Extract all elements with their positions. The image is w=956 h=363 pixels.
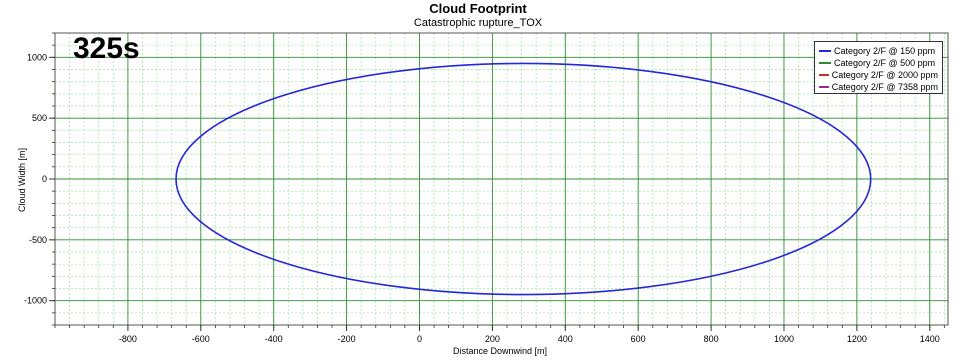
legend-swatch xyxy=(819,86,829,88)
legend-label: Category 2/F @ 7358 ppm xyxy=(831,82,938,92)
x-tick-label: 1400 xyxy=(920,334,940,344)
series-layer xyxy=(175,62,872,296)
legend-label: Category 2/F @ 150 ppm xyxy=(834,46,936,56)
y-tick-label: 0 xyxy=(42,174,47,184)
legend-swatch xyxy=(819,62,831,64)
legend-swatch xyxy=(819,50,831,52)
x-tick-label: 600 xyxy=(631,334,646,344)
x-tick-label: 400 xyxy=(558,334,573,344)
y-tick-label: -500 xyxy=(29,235,47,245)
legend-label: Category 2/F @ 2000 ppm xyxy=(831,70,938,80)
axis-ticks: -800 -600 -400 -200 0 200 400 600 800 1000 1200 140… xyxy=(24,32,945,344)
x-tick-label: -400 xyxy=(265,334,283,344)
x-tick-label: 1200 xyxy=(847,334,867,344)
legend-item: Category 2/F @ 500 ppm xyxy=(819,57,938,69)
x-tick-label: 200 xyxy=(485,334,500,344)
time-annotation: 325s xyxy=(73,32,140,65)
x-tick-label: 1000 xyxy=(774,334,794,344)
x-tick-label: -800 xyxy=(119,334,137,344)
x-tick-label: -200 xyxy=(338,334,356,344)
legend-item: Category 2/F @ 7358 ppm xyxy=(819,81,938,93)
legend-item: Category 2/F @ 2000 ppm xyxy=(819,69,938,81)
chart-subtitle: Catastrophic rupture_TOX xyxy=(413,17,543,29)
y-tick-label: 1000 xyxy=(27,52,47,62)
legend-label: Category 2/F @ 500 ppm xyxy=(834,58,936,68)
legend-item: Category 2/F @ 150 ppm xyxy=(819,45,938,57)
y-axis-label: Cloud Width [m] xyxy=(17,148,27,212)
x-tick-label: -600 xyxy=(192,334,210,344)
y-tick-label: 500 xyxy=(32,113,47,123)
x-tick-label: 800 xyxy=(704,334,719,344)
x-axis-label: Distance Downwind [m] xyxy=(453,346,547,356)
chart-title: Cloud Footprint xyxy=(429,1,527,16)
cloud-contour-150ppm xyxy=(175,62,872,296)
legend-swatch xyxy=(819,74,829,76)
x-tick-label: 0 xyxy=(417,334,422,344)
legend: Category 2/F @ 150 ppm Category 2/F @ 50… xyxy=(814,41,943,94)
y-tick-label: -1000 xyxy=(24,296,47,306)
